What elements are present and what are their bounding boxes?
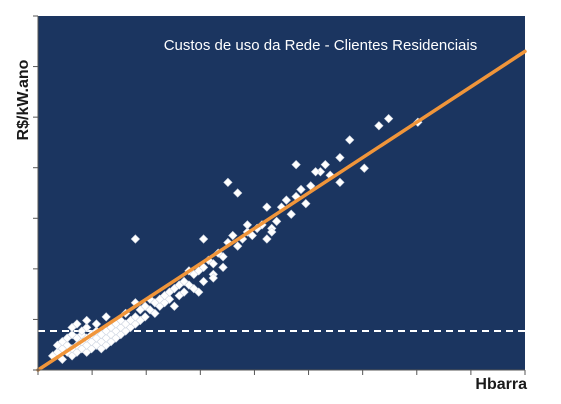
scatter-point [194, 287, 204, 297]
scatter-point [242, 220, 253, 230]
scatter-point [301, 198, 311, 209]
scatter-point [208, 273, 218, 283]
scatter-point [82, 322, 92, 333]
scatter-point [164, 294, 175, 304]
scatter-point [262, 202, 272, 212]
scatter-point [150, 308, 160, 318]
scatter-point [233, 188, 243, 198]
scatter-point [223, 177, 233, 188]
scatter-point [291, 160, 301, 170]
scatter-point [272, 216, 282, 226]
x-axis-label: Hbarra [475, 376, 527, 393]
scatter-point [267, 227, 277, 237]
scatter-point [374, 121, 384, 131]
scatter-point [335, 177, 345, 188]
scatter-point [320, 160, 330, 170]
scatter-point [228, 230, 238, 241]
scatter-point [233, 241, 243, 251]
scatter-point [384, 114, 394, 124]
scatter-point [130, 234, 141, 244]
scatter-point [179, 287, 189, 297]
scatter-point [101, 312, 111, 322]
scatter-point [218, 262, 228, 272]
scatter-point [198, 262, 209, 272]
scatter-point [140, 312, 150, 322]
scatter-point [262, 234, 272, 244]
scatter-point [296, 184, 306, 195]
scatter-point [247, 230, 257, 241]
scatter-point [169, 301, 179, 311]
scatter-point [345, 135, 355, 145]
scatter-point [281, 195, 291, 205]
scatter-point [91, 319, 102, 329]
axis-layer [33, 15, 526, 375]
scatter-point [218, 252, 228, 262]
scatter-point [359, 163, 369, 173]
scatter-point [310, 167, 321, 177]
scatter-point [286, 209, 296, 219]
y-axis-label: R$/kW.ano [15, 59, 32, 140]
scatter-point [189, 283, 199, 294]
scatter-point [198, 276, 209, 287]
chart-title: Custos de uso da Rede - Clientes Residen… [164, 37, 478, 54]
scatter-point [335, 152, 345, 163]
trend-line [36, 49, 527, 372]
scatter-point [72, 319, 82, 329]
marks-layer [36, 49, 527, 372]
scatter-point [82, 315, 92, 326]
scatter-point [198, 234, 209, 244]
plot-area [38, 16, 525, 370]
scatter-point [208, 259, 218, 269]
